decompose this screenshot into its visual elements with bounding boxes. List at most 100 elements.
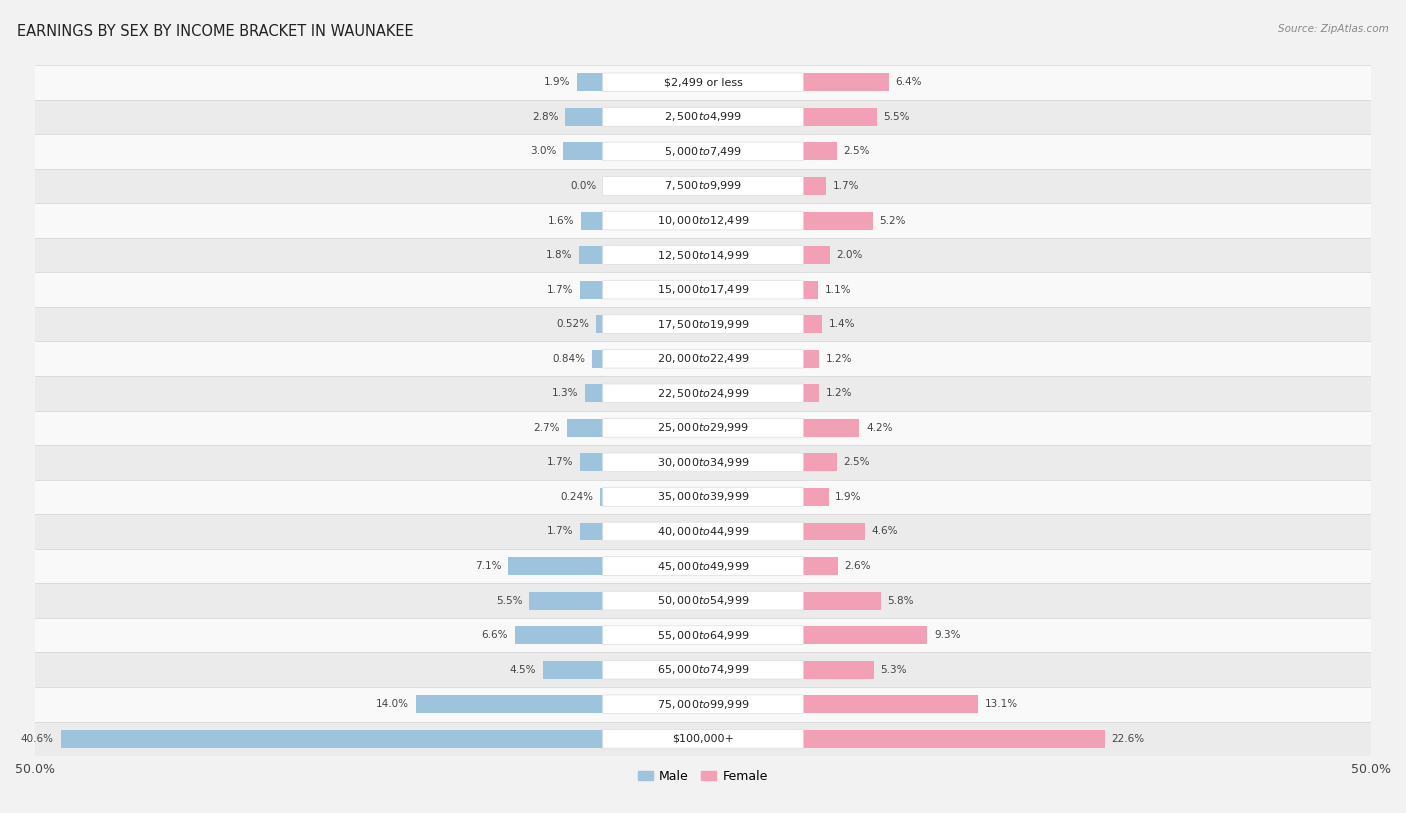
Bar bbox=[579, 246, 603, 264]
Bar bbox=[35, 65, 1371, 99]
Bar bbox=[803, 488, 828, 506]
Bar bbox=[35, 480, 1371, 515]
Bar bbox=[35, 341, 1371, 376]
Text: $55,000 to $64,999: $55,000 to $64,999 bbox=[657, 628, 749, 641]
Bar bbox=[803, 246, 830, 264]
Bar bbox=[803, 419, 859, 437]
Bar bbox=[578, 73, 603, 91]
FancyBboxPatch shape bbox=[603, 626, 803, 645]
Text: $35,000 to $39,999: $35,000 to $39,999 bbox=[657, 490, 749, 503]
Bar bbox=[803, 108, 877, 126]
Text: $17,500 to $19,999: $17,500 to $19,999 bbox=[657, 318, 749, 331]
Bar bbox=[543, 661, 603, 679]
Text: 4.5%: 4.5% bbox=[509, 665, 536, 675]
Text: $2,500 to $4,999: $2,500 to $4,999 bbox=[664, 111, 742, 124]
Bar bbox=[35, 411, 1371, 446]
Text: 40.6%: 40.6% bbox=[21, 734, 53, 744]
Bar bbox=[803, 523, 865, 541]
FancyBboxPatch shape bbox=[603, 246, 803, 264]
Bar bbox=[35, 584, 1371, 618]
FancyBboxPatch shape bbox=[603, 522, 803, 541]
Text: 0.84%: 0.84% bbox=[553, 354, 585, 363]
Text: 5.5%: 5.5% bbox=[883, 112, 910, 122]
Text: 5.8%: 5.8% bbox=[887, 596, 914, 606]
Text: Source: ZipAtlas.com: Source: ZipAtlas.com bbox=[1278, 24, 1389, 34]
Text: $30,000 to $34,999: $30,000 to $34,999 bbox=[657, 456, 749, 469]
Text: $75,000 to $99,999: $75,000 to $99,999 bbox=[657, 698, 749, 711]
Text: EARNINGS BY SEX BY INCOME BRACKET IN WAUNAKEE: EARNINGS BY SEX BY INCOME BRACKET IN WAU… bbox=[17, 24, 413, 39]
FancyBboxPatch shape bbox=[603, 453, 803, 472]
Bar bbox=[803, 695, 979, 713]
FancyBboxPatch shape bbox=[603, 419, 803, 437]
Text: 0.52%: 0.52% bbox=[557, 320, 589, 329]
Bar bbox=[35, 687, 1371, 722]
Text: 2.5%: 2.5% bbox=[844, 146, 870, 156]
FancyBboxPatch shape bbox=[603, 315, 803, 333]
Bar bbox=[35, 169, 1371, 203]
Bar bbox=[582, 211, 603, 229]
Text: 13.1%: 13.1% bbox=[984, 699, 1018, 709]
Bar bbox=[803, 557, 838, 575]
Bar bbox=[562, 142, 603, 160]
Bar bbox=[803, 211, 873, 229]
Bar bbox=[803, 626, 928, 644]
Text: 1.2%: 1.2% bbox=[825, 389, 852, 398]
Bar bbox=[35, 722, 1371, 756]
Bar bbox=[581, 280, 603, 298]
Bar bbox=[35, 237, 1371, 272]
FancyBboxPatch shape bbox=[603, 107, 803, 126]
Bar bbox=[35, 549, 1371, 584]
FancyBboxPatch shape bbox=[603, 384, 803, 402]
Bar bbox=[585, 385, 603, 402]
FancyBboxPatch shape bbox=[603, 350, 803, 368]
Bar bbox=[35, 652, 1371, 687]
Bar bbox=[581, 523, 603, 541]
Text: 2.0%: 2.0% bbox=[837, 250, 863, 260]
Bar bbox=[35, 515, 1371, 549]
Text: $100,000+: $100,000+ bbox=[672, 734, 734, 744]
Text: $5,000 to $7,499: $5,000 to $7,499 bbox=[664, 145, 742, 158]
FancyBboxPatch shape bbox=[603, 557, 803, 576]
Bar bbox=[803, 350, 820, 367]
Text: $45,000 to $49,999: $45,000 to $49,999 bbox=[657, 559, 749, 572]
Bar bbox=[803, 592, 880, 610]
Text: 1.7%: 1.7% bbox=[832, 181, 859, 191]
Text: 1.6%: 1.6% bbox=[548, 215, 575, 225]
Text: 1.7%: 1.7% bbox=[547, 527, 574, 537]
Bar bbox=[803, 661, 875, 679]
Bar bbox=[565, 108, 603, 126]
Text: 1.9%: 1.9% bbox=[544, 77, 571, 87]
Text: $15,000 to $17,499: $15,000 to $17,499 bbox=[657, 283, 749, 296]
Text: 2.6%: 2.6% bbox=[845, 561, 872, 571]
Bar bbox=[803, 454, 837, 472]
Text: 1.7%: 1.7% bbox=[547, 458, 574, 467]
FancyBboxPatch shape bbox=[603, 280, 803, 299]
Text: 4.2%: 4.2% bbox=[866, 423, 893, 433]
FancyBboxPatch shape bbox=[603, 591, 803, 610]
Bar bbox=[60, 730, 603, 748]
Bar bbox=[581, 454, 603, 472]
Bar bbox=[592, 350, 603, 367]
FancyBboxPatch shape bbox=[603, 142, 803, 161]
Text: 9.3%: 9.3% bbox=[934, 630, 960, 640]
Text: 1.3%: 1.3% bbox=[553, 389, 579, 398]
Bar bbox=[803, 73, 889, 91]
Bar bbox=[35, 134, 1371, 169]
Text: $65,000 to $74,999: $65,000 to $74,999 bbox=[657, 663, 749, 676]
Bar bbox=[35, 272, 1371, 307]
Bar bbox=[35, 307, 1371, 341]
Text: 3.0%: 3.0% bbox=[530, 146, 555, 156]
FancyBboxPatch shape bbox=[603, 488, 803, 506]
Bar bbox=[567, 419, 603, 437]
Bar bbox=[35, 376, 1371, 411]
Bar bbox=[35, 618, 1371, 652]
Bar bbox=[35, 203, 1371, 237]
Text: $22,500 to $24,999: $22,500 to $24,999 bbox=[657, 387, 749, 400]
Text: 2.5%: 2.5% bbox=[844, 458, 870, 467]
FancyBboxPatch shape bbox=[603, 729, 803, 748]
Text: 1.9%: 1.9% bbox=[835, 492, 862, 502]
Text: 7.1%: 7.1% bbox=[475, 561, 502, 571]
Bar bbox=[803, 142, 837, 160]
Bar bbox=[35, 99, 1371, 134]
Text: 22.6%: 22.6% bbox=[1112, 734, 1144, 744]
